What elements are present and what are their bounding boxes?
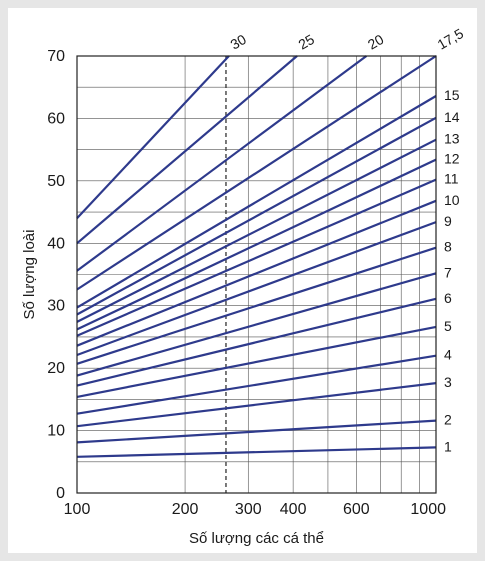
series-label: 15 [444,87,460,103]
x-tick-label: 100 [64,501,91,518]
y-tick-label: 50 [47,173,65,190]
series-label: 14 [444,109,460,125]
grid [76,55,437,494]
series-line-20 [76,55,368,272]
series-line-5 [76,325,437,398]
series-label: 1 [444,438,452,454]
series-line-25 [76,55,298,245]
series-line-10 [76,199,437,347]
series-label: 8 [444,239,452,255]
series-line-7 [76,272,437,377]
plot-border [76,55,437,494]
x-tick-label: 1000 [410,501,446,518]
series-label: 3 [444,374,452,390]
series-lines [76,55,437,458]
series-line-30 [76,55,230,220]
series-label: 17,5 [435,25,467,53]
x-axis-label: Số lượng các cá thể [189,530,324,547]
series-label: 5 [444,318,452,334]
series-line-15 [76,95,437,309]
series-line-1 [76,446,437,458]
series-label: 10 [444,192,460,208]
x-tick-label: 200 [172,501,199,518]
y-tick-label: 40 [47,235,65,252]
y-tick-label: 70 [47,48,65,65]
series-label: 6 [444,290,452,306]
series-line-2 [76,419,437,444]
series-line-14 [76,116,437,316]
series-line-13 [76,138,437,323]
series-line-9 [76,221,437,357]
series-label: 2 [444,412,452,428]
series-label: 4 [444,347,452,363]
y-axis-label: Số lượng loài [21,230,38,320]
series-line-3 [76,382,437,428]
tick-labels: 0 10 20 30 40 50 60 70 100 200 300 400 600 1000 [47,48,446,518]
series-line-11 [76,178,437,337]
x-tick-label: 400 [280,501,307,518]
series-line-12 [76,158,437,331]
series-label: 12 [444,151,460,167]
y-tick-label: 30 [47,298,65,315]
series-line-6 [76,297,437,387]
series-line-17,5 [76,55,437,291]
series-line-4 [76,354,437,415]
x-tick-label: 600 [343,501,370,518]
x-tick-label: 300 [235,501,262,518]
series-line-8 [76,246,437,365]
y-tick-label: 20 [47,360,65,377]
y-tick-label: 10 [47,423,65,440]
series-label: 25 [295,31,317,53]
y-tick-label: 0 [56,485,65,502]
series-label: 13 [444,131,460,147]
y-tick-label: 60 [47,110,65,127]
series-label: 7 [444,264,452,280]
series-label: 11 [444,171,459,187]
series-label: 9 [444,213,452,229]
series-label: 30 [227,31,249,53]
series-label: 20 [365,31,387,53]
